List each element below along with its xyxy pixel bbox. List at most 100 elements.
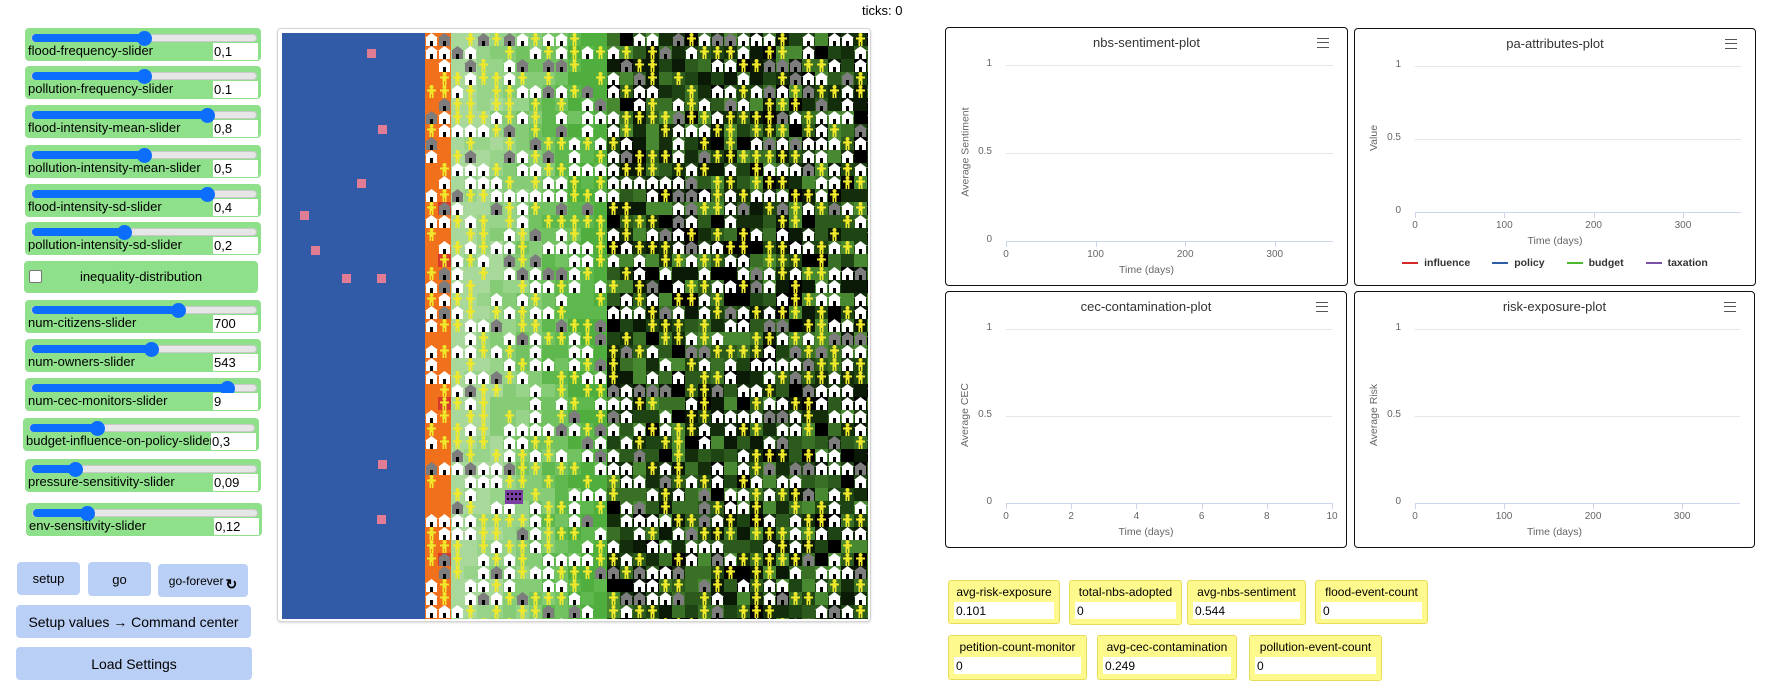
hamburger-menu-icon[interactable] [1316, 302, 1328, 312]
world-view[interactable] [282, 33, 868, 619]
patch [581, 618, 594, 619]
x-tick-label: 10 [1326, 511, 1338, 522]
person-icon [659, 124, 672, 137]
slider-thumb[interactable] [137, 69, 152, 84]
slider-thumb[interactable] [137, 148, 152, 163]
slider-pollution-intensity-sd[interactable]: pollution-intensity-sd-slider 0,2 [25, 222, 261, 255]
patch [555, 475, 568, 488]
patch [828, 150, 841, 163]
house-icon [685, 202, 698, 215]
x-tick [1415, 212, 1416, 218]
slider-track[interactable] [32, 506, 258, 521]
slider-track[interactable] [31, 342, 257, 357]
slider-track[interactable] [29, 421, 255, 436]
person-icon [750, 592, 763, 605]
patch [503, 280, 516, 293]
patch [620, 72, 633, 85]
house-icon [438, 371, 451, 384]
y-tick-label: 0 [986, 234, 992, 245]
legend-item-budget[interactable]: budget [1566, 257, 1624, 269]
slider-track[interactable] [31, 148, 257, 163]
slider-pollution-frequency[interactable]: pollution-frequency-slider 0.1 [25, 66, 261, 99]
hamburger-menu-icon[interactable] [1317, 38, 1329, 48]
cec-monitor-marker [378, 460, 387, 469]
patch [542, 488, 555, 501]
house-icon [698, 345, 711, 358]
house-icon [529, 514, 542, 527]
slider-thumb[interactable] [116, 225, 132, 240]
patch [854, 540, 867, 553]
person-icon [776, 72, 789, 85]
legend-item-policy[interactable]: policy [1492, 257, 1545, 269]
slider-thumb[interactable] [79, 506, 95, 521]
slider-track[interactable] [31, 108, 257, 123]
go-forever-button[interactable]: go-forever ↻ [158, 564, 248, 597]
house-icon [464, 462, 477, 475]
slider-budget-influence-on-policy[interactable]: budget-influence-on-policy-slider 0,3 [23, 418, 259, 451]
slider-label: flood-intensity-sd-slider [28, 199, 162, 214]
person-icon [737, 475, 750, 488]
slider-track[interactable] [31, 303, 257, 318]
patch [477, 306, 490, 319]
slider-track[interactable] [31, 69, 257, 84]
slider-num-owners[interactable]: num-owners-slider 543 [25, 339, 261, 372]
patch [542, 98, 555, 111]
slider-track[interactable] [31, 187, 257, 202]
person-icon [763, 176, 776, 189]
person-icon [451, 98, 464, 111]
house-icon [763, 618, 776, 619]
slider-flood-intensity-mean[interactable]: flood-intensity-mean-slider 0,8 [25, 105, 261, 138]
slider-pressure-sensitivity[interactable]: pressure-sensitivity-slider 0,09 [25, 459, 261, 492]
slider-track[interactable] [31, 31, 257, 46]
slider-track[interactable] [31, 462, 257, 477]
house-icon [581, 85, 594, 98]
slider-thumb[interactable] [90, 421, 106, 436]
cec-monitor-marker [342, 274, 351, 283]
slider-pollution-intensity-mean[interactable]: pollution-intensity-mean-slider 0,5 [25, 145, 261, 178]
house-icon [711, 540, 724, 553]
go-button[interactable]: go [88, 562, 151, 596]
person-icon [516, 553, 529, 566]
person-icon [594, 150, 607, 163]
patch [828, 215, 841, 228]
slider-thumb[interactable] [199, 108, 215, 123]
slider-thumb[interactable] [137, 31, 152, 46]
inequality-distribution-switch[interactable]: inequality-distribution [24, 261, 258, 293]
slider-track[interactable] [31, 225, 257, 240]
house-icon [841, 605, 854, 618]
person-icon [503, 215, 516, 228]
slider-flood-intensity-sd[interactable]: flood-intensity-sd-slider 0,4 [25, 184, 261, 217]
person-icon [841, 488, 854, 501]
slider-env-sensitivity[interactable]: env-sensitivity-slider 0,12 [26, 503, 262, 536]
slider-thumb[interactable] [219, 381, 235, 396]
load-settings-button[interactable]: Load Settings [16, 647, 252, 680]
slider-num-cec-monitors[interactable]: num-cec-monitors-slider 9 [25, 378, 261, 411]
house-icon [867, 553, 868, 566]
person-icon [490, 618, 503, 619]
patch [607, 59, 620, 72]
legend-item-taxation[interactable]: taxation [1645, 257, 1708, 269]
slider-thumb[interactable] [143, 342, 159, 357]
patch [620, 254, 633, 267]
person-icon [490, 163, 503, 176]
hamburger-menu-icon[interactable] [1724, 302, 1736, 312]
slider-num-citizens[interactable]: num-citizens-slider 700 [25, 300, 261, 333]
slider-thumb[interactable] [199, 187, 215, 202]
x-axis-line [1006, 241, 1333, 242]
slider-flood-frequency[interactable]: flood-frequency-slider 0,1 [25, 28, 261, 61]
person-icon [607, 280, 620, 293]
person-icon [724, 176, 737, 189]
patch [659, 345, 672, 358]
slider-thumb[interactable] [170, 303, 186, 318]
hamburger-menu-icon[interactable] [1725, 39, 1737, 49]
setup-values-command-center-button[interactable]: Setup values → Command center [16, 605, 251, 638]
person-icon [425, 124, 438, 137]
slider-track[interactable] [31, 381, 257, 396]
setup-button[interactable]: setup [17, 562, 80, 595]
person-icon [854, 319, 867, 332]
legend-item-influence[interactable]: influence [1402, 257, 1470, 269]
checkbox[interactable] [29, 270, 42, 283]
house-icon [698, 189, 711, 202]
slider-thumb[interactable] [67, 462, 83, 477]
patch [516, 410, 529, 423]
